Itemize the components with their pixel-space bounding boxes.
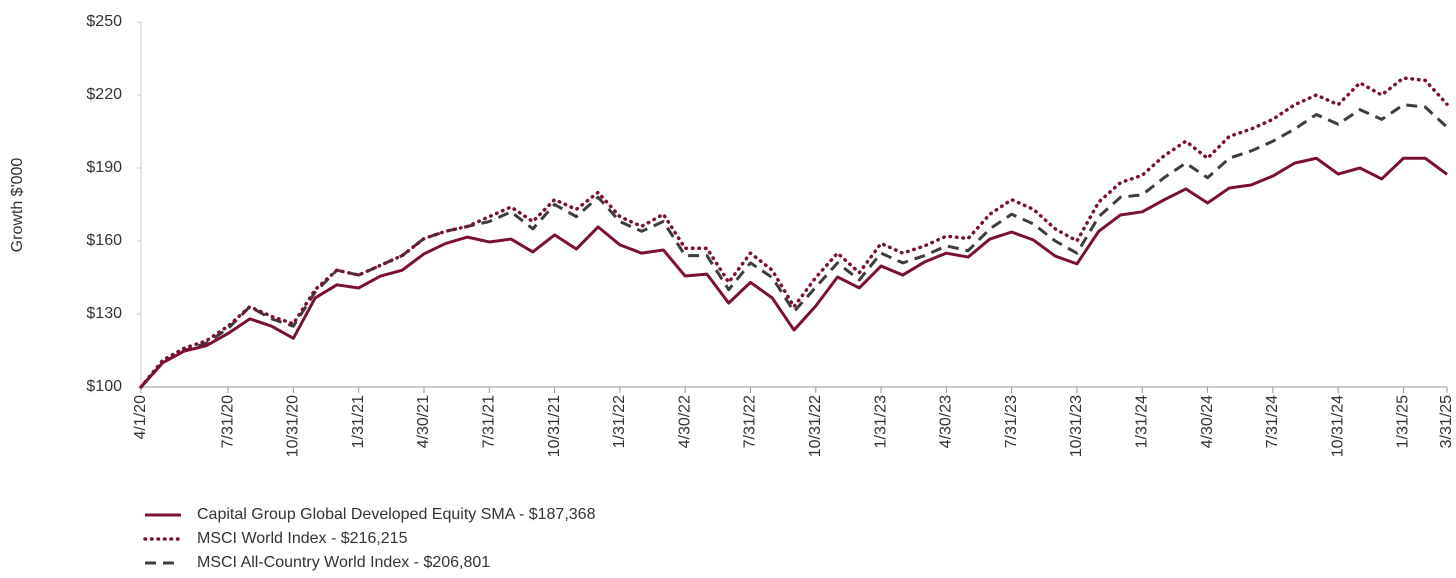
- y-tick-label: $130: [86, 305, 122, 322]
- legend-label: MSCI World Index - $216,215: [197, 530, 408, 547]
- x-tick-label: 7/31/23: [1003, 395, 1020, 448]
- x-tick-label: 10/31/21: [546, 395, 563, 457]
- y-tick-label: $160: [86, 232, 122, 249]
- legend-label: MSCI All-Country World Index - $206,801: [197, 554, 490, 571]
- x-tick-label: 7/31/21: [480, 395, 497, 448]
- y-axis-label: Growth $'000: [9, 158, 26, 253]
- series-line: [139, 156, 1448, 389]
- legend-label: Capital Group Global Developed Equity SM…: [197, 506, 596, 523]
- x-tick-label: 4/30/23: [938, 395, 955, 448]
- x-tick-label: 4/30/24: [1199, 395, 1216, 448]
- x-tick-label: 1/31/21: [350, 395, 367, 448]
- x-tick-label: 1/31/25: [1395, 395, 1412, 448]
- x-tick-label: 1/31/22: [611, 395, 628, 448]
- x-tick-label: 10/31/24: [1329, 395, 1346, 457]
- x-tick-label: 7/31/20: [219, 395, 236, 448]
- x-tick-label: 4/1/20: [132, 395, 149, 440]
- y-tick-label: $250: [86, 13, 122, 30]
- x-tick-label: 3/31/25: [1438, 395, 1455, 448]
- x-tick-label: 4/30/22: [676, 395, 693, 448]
- series-line: [139, 103, 1449, 389]
- x-tick-label: 10/31/22: [807, 395, 824, 457]
- x-tick-label: 1/31/23: [872, 395, 889, 448]
- x-tick-label: 1/31/24: [1133, 395, 1150, 448]
- x-tick-label: 10/31/23: [1068, 395, 1085, 457]
- x-tick-label: 4/30/21: [415, 395, 432, 448]
- y-tick-label: $100: [86, 378, 122, 395]
- series-line: [139, 76, 1449, 389]
- y-tick-label: $190: [86, 159, 122, 176]
- x-tick-label: 7/31/22: [742, 395, 759, 448]
- x-tick-label: 7/31/24: [1264, 395, 1281, 448]
- x-tick-label: 10/31/20: [285, 395, 302, 457]
- y-tick-label: $220: [86, 86, 122, 103]
